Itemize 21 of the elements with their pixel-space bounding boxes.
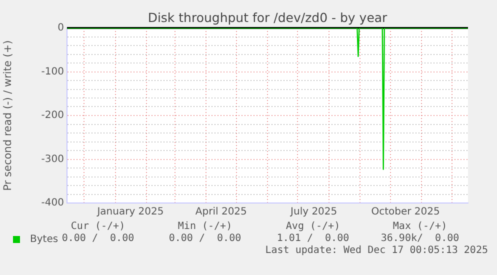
text: Avg (-/+): [284, 221, 342, 232]
text: 1.01 / 0.00: [276, 233, 350, 244]
text: Last update: Wed Dec 17 00:05:13 2025: [265, 245, 488, 256]
text: 36.90k/ 0.00: [380, 233, 460, 244]
y-tick-label: -100: [41, 66, 64, 78]
x-tick-label: July 2025: [290, 206, 338, 218]
y-tick-label: -200: [41, 110, 64, 122]
text: 0.00 / 0.00: [62, 233, 134, 244]
y-tick-label: -400: [41, 198, 64, 209]
y-tick-label: 0: [58, 22, 64, 34]
x-tick-label: January 2025: [96, 206, 164, 218]
y-axis-title: Pr second read (-) / write (+): [2, 40, 14, 191]
x-tick-label: April 2025: [195, 206, 247, 218]
text: 0.00 / 0.00: [168, 233, 242, 244]
legend-label: Bytes: [30, 234, 58, 245]
y-tick-label: -300: [41, 154, 64, 165]
chart-title: Disk throughput for /dev/zd0 - by year: [146, 10, 388, 25]
x-tick-label: October 2025: [371, 206, 440, 218]
text: Cur (-/+): [70, 221, 126, 232]
text: Max (-/+): [392, 221, 448, 232]
text: Min (-/+): [176, 221, 234, 232]
